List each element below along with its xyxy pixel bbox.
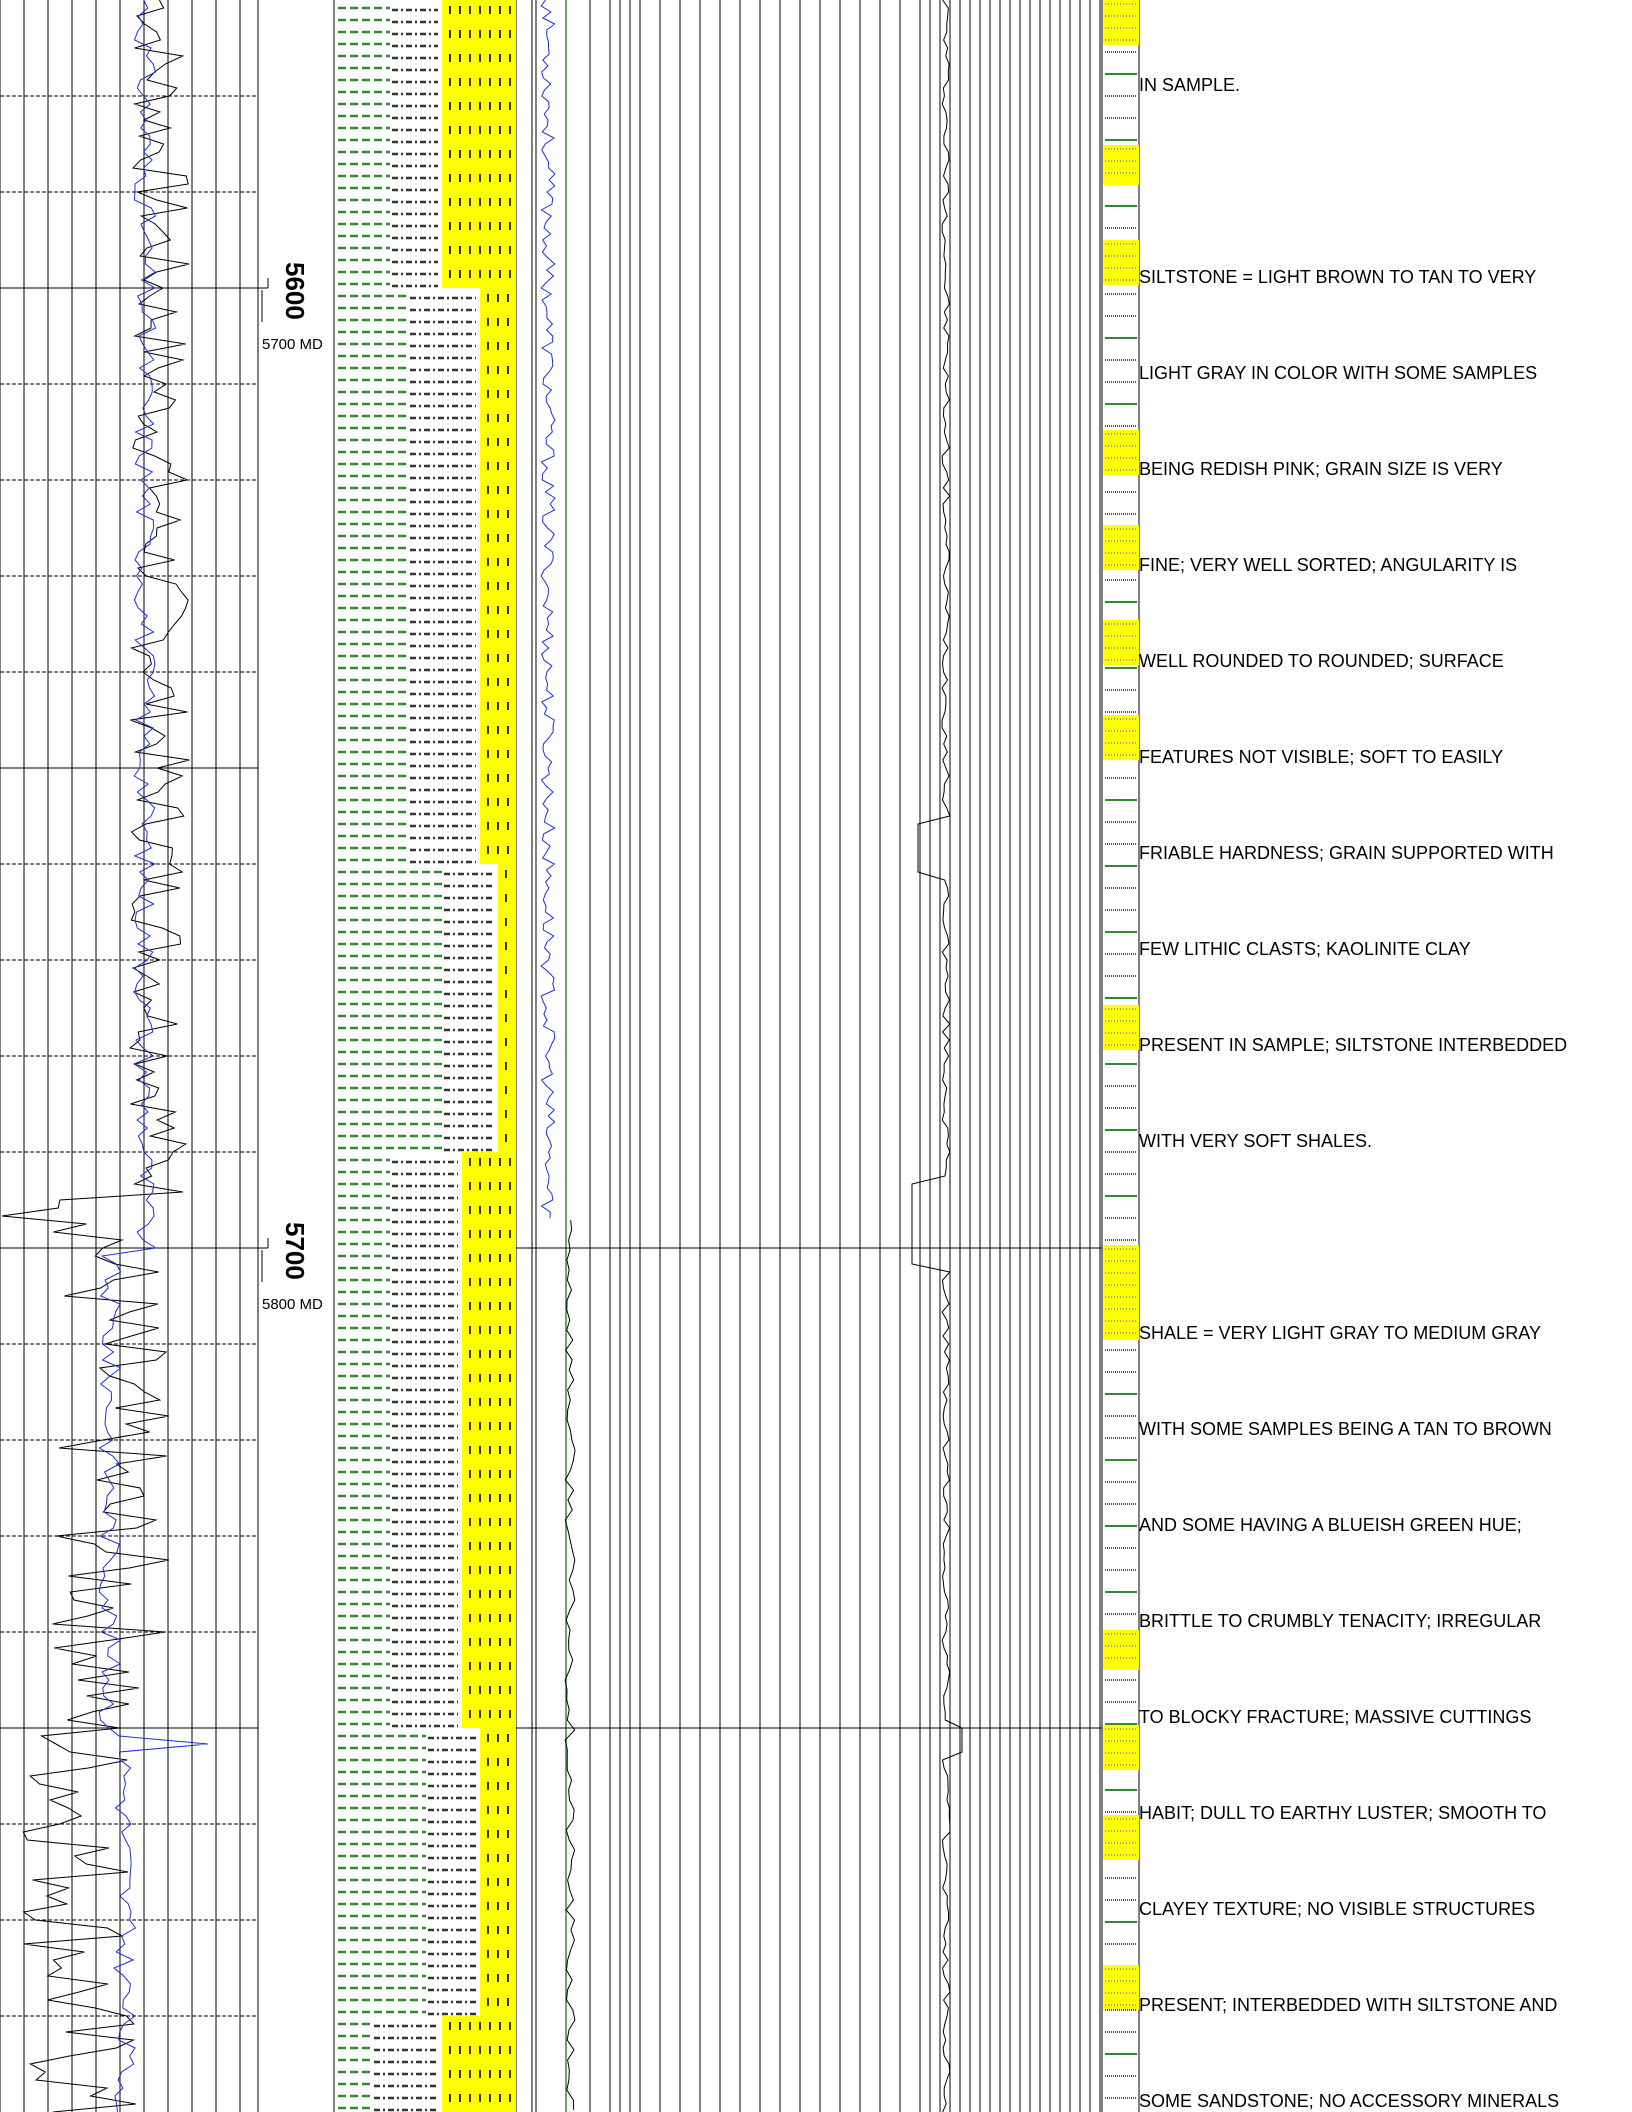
sandstone-fill <box>442 0 516 24</box>
sandstone-fill <box>462 1224 516 1248</box>
sandstone-fill <box>462 1272 516 1296</box>
sandstone-fill <box>462 1248 516 1272</box>
sandstone-fill <box>442 96 516 120</box>
sandstone-fill <box>442 144 516 168</box>
sandstone-fill <box>498 912 516 936</box>
sample-sandstone-block <box>1103 1815 1139 1860</box>
depth-label-5700: 5700 <box>280 1222 310 1280</box>
sample-sandstone-block <box>1103 620 1139 665</box>
sandstone-fill <box>462 1320 516 1344</box>
description-line: FEATURES NOT VISIBLE; SOFT TO EASILY <box>1139 747 1504 767</box>
gamma-ray-curve <box>1 0 190 2112</box>
description-line: FRIABLE HARDNESS; GRAIN SUPPORTED WITH <box>1139 843 1554 863</box>
sandstone-fill <box>462 1344 516 1368</box>
sandstone-fill <box>498 960 516 984</box>
sandstone-fill <box>462 1704 516 1728</box>
description-line: SOME SANDSTONE; NO ACCESSORY MINERALS <box>1139 2091 1560 2111</box>
description-line: HABIT; DULL TO EARTHY LUSTER; SMOOTH TO <box>1139 1803 1547 1823</box>
description-line: WELL ROUNDED TO ROUNDED; SURFACE <box>1139 651 1504 671</box>
sandstone-fill <box>442 216 516 240</box>
sandstone-fill <box>462 1368 516 1392</box>
sandstone-fill <box>462 1536 516 1560</box>
sandstone-fill <box>498 1032 516 1056</box>
secondary-curve <box>98 0 209 2112</box>
description-line: IN SAMPLE. <box>1139 75 1241 95</box>
sandstone-fill <box>498 1128 516 1152</box>
sandstone-fill <box>498 936 516 960</box>
description-line: SILTSTONE = LIGHT BROWN TO TAN TO VERY <box>1139 267 1537 287</box>
sandstone-fill <box>462 1200 516 1224</box>
sandstone-fill <box>462 1464 516 1488</box>
sandstone-fill <box>462 1680 516 1704</box>
description-line: PRESENT; INTERBEDDED WITH SILTSTONE AND <box>1139 1995 1558 2015</box>
sample-sandstone-block <box>1103 240 1139 285</box>
sandstone-fill <box>442 24 516 48</box>
sandstone-fill <box>462 1416 516 1440</box>
sandstone-fill <box>442 2040 516 2064</box>
sandstone-fill <box>442 168 516 192</box>
sandstone-fill <box>462 1512 516 1536</box>
sandstone-fill <box>462 1608 516 1632</box>
sandstone-fill <box>462 1488 516 1512</box>
description-line: SHALE = VERY LIGHT GRAY TO MEDIUM GRAY <box>1139 1323 1541 1343</box>
sandstone-fill <box>498 1080 516 1104</box>
sample-sandstone-block <box>1103 1965 1139 2010</box>
sandstone-fill <box>442 2016 516 2040</box>
sandstone-fill <box>442 2088 516 2112</box>
md-label-5700: 5700 MD <box>262 336 323 353</box>
description-line: WITH SOME SAMPLES BEING A TAN TO BROWN <box>1139 1419 1552 1439</box>
description-line: PRESENT IN SAMPLE; SILTSTONE INTERBEDDED <box>1139 1035 1568 1055</box>
sandstone-fill <box>462 1632 516 1656</box>
description-line: CLAYEY TEXTURE; NO VISIBLE STRUCTURES <box>1139 1899 1536 1919</box>
sample-sandstone-block <box>1103 430 1139 475</box>
sandstone-fill <box>498 984 516 1008</box>
sandstone-fill <box>442 120 516 144</box>
sample-sandstone-block <box>1103 1005 1139 1050</box>
description-line: FEW LITHIC CLASTS; KAOLINITE CLAY <box>1139 939 1471 959</box>
sandstone-fill <box>462 1296 516 1320</box>
description-line: TO BLOCKY FRACTURE; MASSIVE CUTTINGS <box>1139 1707 1532 1727</box>
sandstone-fill <box>498 888 516 912</box>
sandstone-fill <box>498 1056 516 1080</box>
description-line: FINE; VERY WELL SORTED; ANGULARITY IS <box>1139 555 1518 575</box>
sandstone-fill <box>442 240 516 264</box>
sandstone-fill <box>442 192 516 216</box>
sandstone-fill <box>498 1008 516 1032</box>
md-label-5800: 5800 MD <box>262 1296 323 1313</box>
sandstone-fill <box>498 864 516 888</box>
sandstone-fill <box>442 72 516 96</box>
sandstone-fill <box>442 264 516 288</box>
sample-sandstone-block <box>1103 0 1139 45</box>
sandstone-fill <box>498 1104 516 1128</box>
sample-sandstone-block <box>1103 525 1139 570</box>
gas-black-curve <box>564 1219 576 2111</box>
sandstone-fill <box>462 1560 516 1584</box>
sandstone-fill <box>462 1392 516 1416</box>
gas-blue-curve <box>540 0 556 1219</box>
description-line: AND SOME HAVING A BLUEISH GREEN HUE; <box>1139 1515 1522 1535</box>
sample-sandstone-block <box>1103 1245 1139 1340</box>
depth-label-5600: 5600 <box>280 262 310 320</box>
total-gas-curve <box>911 0 963 2112</box>
sandstone-fill <box>442 48 516 72</box>
description-line: LIGHT GRAY IN COLOR WITH SOME SAMPLES <box>1139 363 1538 383</box>
description-line: BRITTLE TO CRUMBLY TENACITY; IRREGULAR <box>1139 1611 1542 1631</box>
sample-sandstone-block <box>1103 1725 1139 1770</box>
description-line: BEING REDISH PINK; GRAIN SIZE IS VERY <box>1139 459 1503 479</box>
sample-sandstone-block <box>1103 1630 1139 1670</box>
sandstone-fill <box>462 1176 516 1200</box>
sandstone-fill <box>462 1440 516 1464</box>
description-line: WITH VERY SOFT SHALES. <box>1139 1131 1373 1151</box>
sandstone-fill <box>462 1152 516 1176</box>
sandstone-fill <box>442 2064 516 2088</box>
sample-sandstone-block <box>1103 145 1139 185</box>
sandstone-fill <box>462 1656 516 1680</box>
sample-sandstone-block <box>1103 715 1139 760</box>
sandstone-fill <box>462 1584 516 1608</box>
